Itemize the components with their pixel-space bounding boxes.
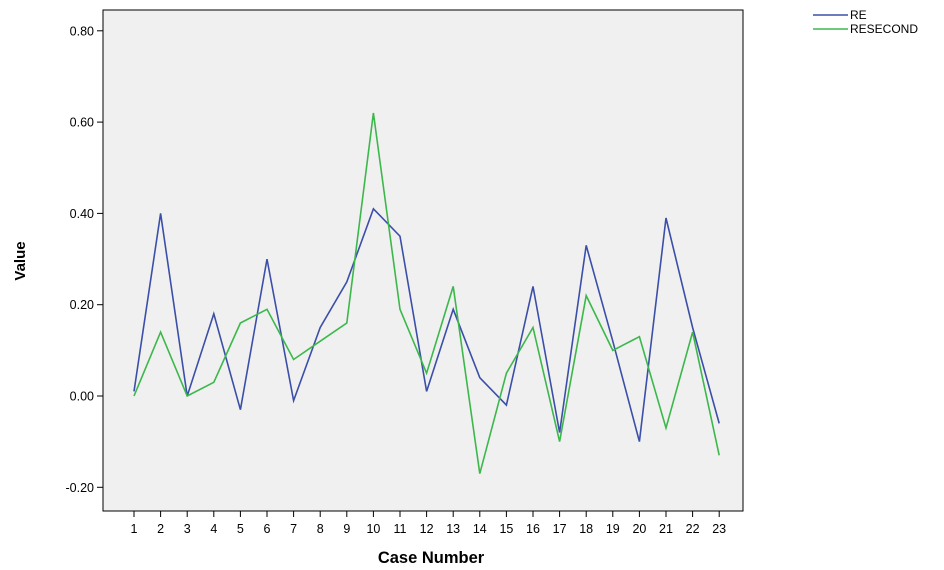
x-tick-label: 18 [579,522,593,536]
series-layer [133,112,720,474]
x-tick-label: 11 [394,522,407,536]
plot-area [102,9,744,512]
x-tick-label: 14 [473,522,487,536]
x-tick-label: 19 [606,522,620,536]
x-tick-label: 17 [553,522,567,536]
x-tick-label: 2 [157,522,164,536]
series-line-re [133,207,720,442]
x-tick-label: 16 [526,522,540,536]
x-tick-label: 3 [184,522,191,536]
y-axis: -0.20 0.00 0.20 0.40 0.60 0.80 [66,24,103,495]
x-axis: 1 2 3 4 5 6 7 8 9 10 11 12 13 14 15 16 17 18 19 20 21 22 23 [131,511,726,536]
x-tick-label: 13 [446,522,460,536]
y-tick-label: 0.80 [70,24,94,38]
x-axis-title: Case Number [378,549,485,567]
x-tick-label: 15 [499,522,513,536]
x-tick-label: 4 [210,522,217,536]
series-line-resecond [133,112,720,474]
legend-label-re: RE [850,8,867,22]
x-tick-label: 21 [659,522,673,536]
x-tick-label: 8 [317,522,324,536]
x-tick-label: 9 [343,522,350,536]
y-tick-label: 0.00 [70,390,94,404]
x-tick-label: 1 [131,522,138,536]
y-tick-label: 0.20 [70,298,94,312]
x-tick-label: 10 [366,522,380,536]
y-tick-label: -0.20 [66,481,95,495]
legend-label-resecond: RESECOND [850,22,918,36]
y-tick-label: 0.60 [70,116,94,130]
y-axis-title: Value [12,241,29,280]
x-tick-label: 23 [712,522,726,536]
x-tick-label: 22 [686,522,700,536]
x-tick-label: 6 [264,522,271,536]
x-tick-label: 7 [290,522,297,536]
x-tick-label: 20 [632,522,646,536]
y-tick-label: 0.40 [70,207,94,221]
x-tick-label: 5 [237,522,244,536]
x-tick-label: 12 [420,522,434,536]
